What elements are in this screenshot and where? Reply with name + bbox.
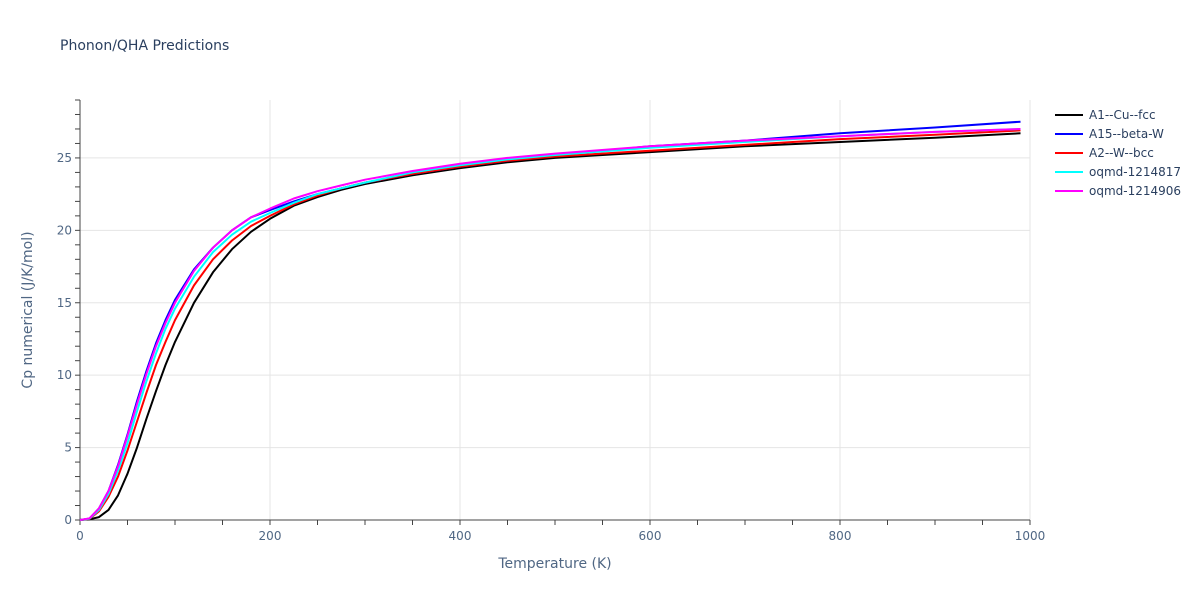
legend-label: A1--Cu--fcc: [1089, 108, 1156, 122]
y-tick-label: 5: [64, 441, 72, 455]
grid: [80, 100, 1031, 520]
y-tick-label: 0: [64, 513, 72, 527]
y-axis-title: Cp numerical (J/K/mol): [20, 231, 36, 388]
x-tick-label: 0: [76, 529, 84, 543]
y-tick-label: 10: [57, 368, 72, 382]
legend-label: oqmd-1214817: [1089, 165, 1181, 179]
series-line-1: [79, 132, 1021, 521]
legend: A1--Cu--fcc A15--beta-W A2--W--bcc oqmd-121…: [1055, 108, 1181, 198]
y-tick-label: 20: [57, 223, 72, 237]
chart-title: Phonon/QHA Predictions: [60, 38, 229, 54]
series-line-5: [79, 128, 1021, 521]
series-line-3: [79, 129, 1021, 521]
legend-label: A2--W--bcc: [1089, 146, 1154, 160]
series-line-4: [79, 128, 1021, 521]
x-tick-label: 400: [449, 529, 472, 543]
y-tick-label: 15: [57, 296, 72, 310]
x-tick-label: 1000: [1015, 529, 1046, 543]
x-tick-label: 800: [829, 529, 852, 543]
series-line-2: [79, 120, 1021, 521]
legend-label: oqmd-1214906: [1089, 184, 1181, 198]
legend-label: A15--beta-W: [1089, 127, 1164, 141]
series-layer: [79, 120, 1021, 521]
axes: 0 200 400 600 800 1000 0 5 10 15 20 25: [57, 99, 1046, 543]
x-tick-label: 600: [639, 529, 662, 543]
x-axis-title: Temperature (K): [497, 556, 611, 572]
y-tick-label: 25: [57, 151, 72, 165]
x-tick-label: 200: [259, 529, 282, 543]
